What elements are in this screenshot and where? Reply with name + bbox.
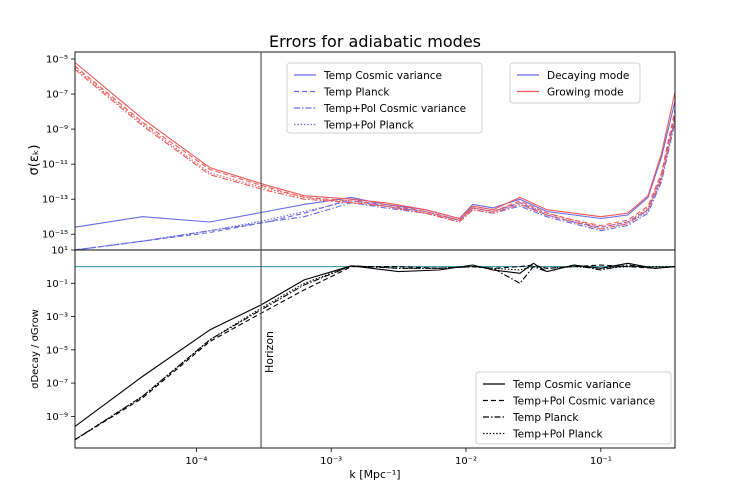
top-y-axis: 10⁻⁵ 10⁻⁷ 10⁻⁹ 10⁻¹¹ 10⁻¹³ 10⁻¹⁵ xyxy=(42,55,75,241)
bottom-y-label: σDecay / σGrow xyxy=(30,309,41,389)
x-axis-label: k [Mpc⁻¹] xyxy=(349,468,400,481)
bottom-y-tick-label: 10⁻¹ xyxy=(46,279,68,290)
bottom-y-tick-label: 10¹ xyxy=(51,246,68,257)
top-y-tick-label: 10⁻¹³ xyxy=(42,195,68,206)
top-y-tick-label: 10⁻⁷ xyxy=(46,90,68,101)
bottom-legend-label: Temp+Pol Planck xyxy=(512,429,604,441)
top-series-line xyxy=(74,67,676,228)
top-style-legend-box xyxy=(286,62,483,134)
bottom-legend-label: Temp Cosmic variance xyxy=(512,379,631,391)
bottom-y-tick-label: 10⁻⁷ xyxy=(46,379,68,390)
x-tick-label: 10⁻¹ xyxy=(590,456,612,467)
top-style-legend-label: Temp Cosmic variance xyxy=(323,70,442,82)
top-series-group xyxy=(74,62,676,251)
top-style-legend: Temp Cosmic variance Temp Planck Temp+Pol … xyxy=(286,62,483,134)
top-mode-legend: Decaying mode Growing mode xyxy=(509,62,641,104)
x-tick-label: 10⁻⁴ xyxy=(185,456,207,467)
bottom-legend: Temp Cosmic variance Temp+Pol Cosmic vari… xyxy=(475,371,672,445)
top-y-tick-label: 10⁻⁵ xyxy=(46,55,68,66)
x-axis: 10⁻⁴ 10⁻³ 10⁻² 10⁻¹ xyxy=(185,448,612,467)
top-y-tick-label: 10⁻¹⁵ xyxy=(42,230,68,241)
top-style-legend-label: Temp+Pol Cosmic variance xyxy=(323,103,466,115)
top-y-tick-label: 10⁻⁹ xyxy=(46,125,68,136)
top-mode-legend-label: Growing mode xyxy=(547,87,624,99)
top-mode-legend-box xyxy=(509,62,641,104)
x-tick-label: 10⁻² xyxy=(455,456,477,467)
bottom-series-line xyxy=(74,265,675,441)
top-series-line xyxy=(74,100,676,228)
bottom-legend-label: Temp+Pol Cosmic variance xyxy=(512,396,655,408)
bottom-y-axis: 10¹ 10⁻¹ 10⁻³ 10⁻⁵ 10⁻⁷ 10⁻⁹ xyxy=(46,246,75,423)
bottom-y-tick-label: 10⁻³ xyxy=(46,312,68,323)
bottom-series-group xyxy=(74,262,676,441)
bottom-y-tick-label: 10⁻⁹ xyxy=(46,412,68,423)
bottom-legend-box xyxy=(475,371,672,445)
top-series-line xyxy=(74,65,676,227)
top-mode-legend-label: Decaying mode xyxy=(547,70,629,82)
horizon-label: Horizon xyxy=(263,331,276,373)
x-tick-label: 10⁻³ xyxy=(320,456,342,467)
top-y-tick-label: 10⁻¹¹ xyxy=(42,160,68,171)
chart-title: Errors for adiabatic modes xyxy=(269,32,481,51)
top-series-line xyxy=(74,62,676,220)
top-style-legend-label: Temp+Pol Planck xyxy=(323,120,415,132)
bottom-legend-label: Temp Planck xyxy=(512,412,579,424)
top-style-legend-label: Temp Planck xyxy=(323,87,390,99)
top-panel: 10⁻⁵ 10⁻⁷ 10⁻⁹ 10⁻¹¹ 10⁻¹³ 10⁻¹⁵ σ(εₖ) Temp C… xyxy=(27,51,676,251)
bottom-plot-frame xyxy=(74,249,676,449)
top-y-label: σ(εₖ) xyxy=(27,145,42,176)
top-series-line xyxy=(74,121,676,251)
bottom-y-tick-label: 10⁻⁵ xyxy=(46,345,68,356)
bottom-panel: 10¹ 10⁻¹ 10⁻³ 10⁻⁵ 10⁻⁷ 10⁻⁹ σDecay / σGrow T… xyxy=(30,246,676,449)
